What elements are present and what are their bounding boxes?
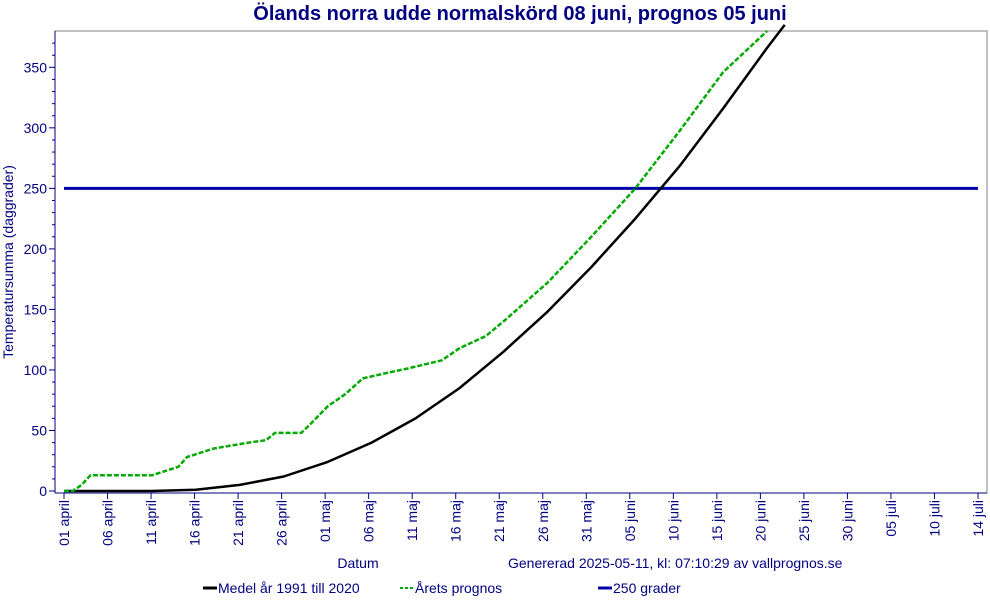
y-tick-label: 150: [24, 301, 48, 317]
y-tick-label: 200: [24, 241, 48, 257]
plot-area-frame: [54, 30, 988, 494]
x-tick-label: 06 april: [100, 500, 116, 546]
generated-footer: Genererad 2025-05-11, kl: 07:10:29 av va…: [508, 555, 843, 571]
x-tick-label: 30 juni: [839, 500, 855, 541]
x-axis: 01 april 06 april 11 april 16 april 21 april…: [55, 492, 987, 546]
y-axis-label: Temperatursumma (daggrader): [0, 165, 16, 359]
x-axis-label: Datum: [337, 555, 378, 571]
x-tick-label: 01 april: [56, 500, 72, 546]
x-tick-label: 05 juni: [622, 500, 638, 541]
x-tick-label: 15 juni: [709, 500, 725, 541]
x-tick-label: 26 april: [274, 500, 290, 546]
y-tick-label: 0: [39, 483, 47, 499]
legend-label: Årets prognos: [415, 580, 502, 596]
legend: Medel år 1991 till 2020 Årets prognos 250 …: [203, 580, 681, 596]
series-line-1: [64, 30, 768, 493]
legend-label: Medel år 1991 till 2020: [218, 580, 360, 596]
x-tick-label: 10 juli: [926, 500, 942, 537]
x-tick-label: 06 maj: [361, 500, 377, 542]
chart-title: Ölands norra udde normalskörd 08 juni, p…: [253, 2, 786, 25]
x-tick-label: 10 juni: [665, 500, 681, 541]
x-tick-label: 31 maj: [578, 500, 594, 542]
x-tick-label: 21 maj: [491, 500, 507, 542]
y-axis: 0 50 100 150 200 250 300 350: [24, 31, 56, 499]
x-tick-label: 16 april: [187, 500, 203, 546]
y-tick-label: 100: [24, 362, 48, 378]
legend-label: 250 grader: [613, 580, 681, 596]
y-tick-label: 50: [31, 422, 47, 438]
x-tick-label: 01 maj: [317, 500, 333, 542]
y-tick-label: 350: [24, 59, 48, 75]
x-tick-label: 20 juni: [752, 500, 768, 541]
y-tick-label: 250: [24, 180, 48, 196]
x-tick-label: 11 maj: [404, 500, 420, 541]
series-line-0: [64, 24, 786, 493]
x-tick-label: 26 maj: [535, 500, 551, 542]
x-tick-label: 11 april: [143, 500, 159, 545]
x-tick-label: 05 juli: [883, 500, 899, 537]
x-tick-label: 16 maj: [448, 500, 464, 542]
x-tick-label: 14 juli: [970, 500, 986, 537]
y-tick-label: 300: [24, 120, 48, 136]
x-tick-label: 21 april: [230, 500, 246, 546]
series-layer: [64, 24, 978, 493]
x-tick-label: 25 juni: [796, 500, 812, 541]
